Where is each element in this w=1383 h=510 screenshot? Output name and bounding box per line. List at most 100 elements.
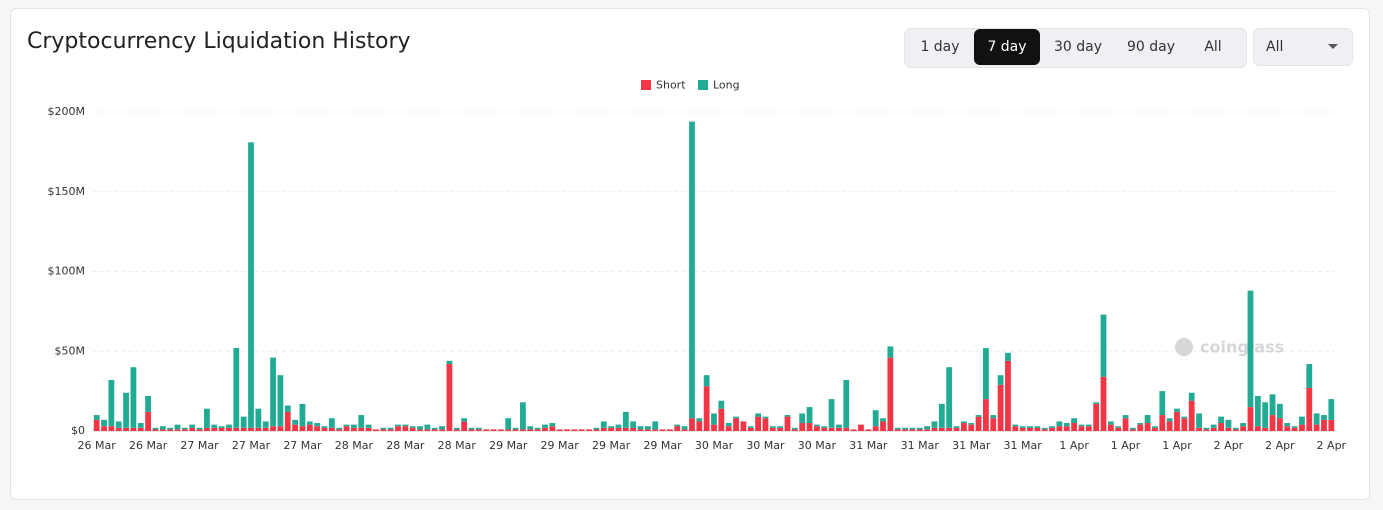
bar-segment xyxy=(417,429,423,431)
bar-segment xyxy=(277,375,284,427)
bar-segment xyxy=(1276,418,1283,431)
bar-segment xyxy=(725,426,732,431)
bar-segment xyxy=(938,403,945,428)
bar-segment xyxy=(777,427,784,431)
range-button[interactable]: 1 day xyxy=(920,39,960,55)
bar-segment xyxy=(630,421,637,428)
bar-segment xyxy=(733,418,739,431)
bar-segment xyxy=(1232,427,1239,430)
bar-segment xyxy=(1299,416,1305,425)
bar-segment xyxy=(931,421,938,428)
filter-dropdown[interactable]: All xyxy=(1253,28,1353,66)
x-tick-label: 1 Apr xyxy=(1162,439,1192,452)
y-tick-label: $50M xyxy=(55,344,86,357)
bar-segment xyxy=(689,418,695,431)
x-tick-label: 1 Apr xyxy=(1111,439,1141,452)
bar-segment xyxy=(431,429,438,431)
bar-segment xyxy=(1093,402,1100,404)
bar-segment xyxy=(505,429,512,431)
bar-segment xyxy=(1078,426,1085,431)
bar-segment xyxy=(1321,419,1327,431)
bar-segment xyxy=(1240,423,1247,427)
bar-segment xyxy=(953,427,960,431)
bar-segment xyxy=(1174,411,1180,431)
range-button[interactable]: 30 day xyxy=(1053,39,1102,55)
bar-segment xyxy=(1093,403,1100,431)
bar-segment xyxy=(843,379,850,428)
bar-segment xyxy=(497,429,504,431)
bar-segment xyxy=(1306,364,1313,388)
bar-segment xyxy=(284,405,291,412)
bar-segment xyxy=(380,427,387,430)
bar-segment xyxy=(1225,427,1232,431)
bar-segment xyxy=(791,427,798,430)
x-tick-label: 27 Mar xyxy=(180,439,219,452)
bar-segment xyxy=(946,367,953,428)
bar-segment xyxy=(137,423,144,428)
bar-segment xyxy=(990,418,997,431)
bar-segment xyxy=(711,424,717,431)
bar-segment xyxy=(1115,427,1122,431)
x-tick-label: 31 Mar xyxy=(849,439,888,452)
bar-segment xyxy=(769,426,776,428)
bar-segment xyxy=(542,427,548,431)
bar-segment xyxy=(1166,421,1173,431)
bar-segment xyxy=(946,427,953,431)
bar-segment xyxy=(747,426,754,428)
bar-segment xyxy=(108,379,115,427)
bar-segment xyxy=(733,416,739,419)
bar-segment xyxy=(299,426,306,431)
bar-segment xyxy=(1196,427,1202,431)
x-tick-label: 26 Mar xyxy=(129,439,168,452)
bar-segment xyxy=(806,423,813,431)
bar-segment xyxy=(115,421,122,428)
y-tick-label: $0 xyxy=(71,424,85,437)
bar-segment xyxy=(916,429,923,431)
bar-segment xyxy=(461,421,468,431)
range-button[interactable]: All xyxy=(1204,39,1222,55)
range-button[interactable]: 90 day xyxy=(1126,39,1175,55)
bar-segment xyxy=(762,418,769,431)
bar-segment xyxy=(1313,424,1320,431)
bar-segment xyxy=(453,427,460,430)
range-group xyxy=(904,28,1247,68)
bar-segment xyxy=(1122,418,1129,431)
bar-segment xyxy=(424,429,431,431)
bar-segment xyxy=(975,415,982,417)
bar-segment xyxy=(1129,427,1136,430)
bar-segment xyxy=(387,429,394,431)
bar-segment xyxy=(1122,415,1129,419)
bar-segment xyxy=(527,429,534,431)
bar-segment xyxy=(902,429,908,431)
bar-segment xyxy=(799,413,806,424)
bar-segment xyxy=(938,427,945,431)
title: Cryptocurrency Liquidation History xyxy=(27,29,411,54)
bar-segment xyxy=(902,427,908,430)
bar-segment xyxy=(916,427,923,430)
bar-segment xyxy=(696,418,703,422)
range-button[interactable]: 7 day xyxy=(974,29,1040,65)
bar-segment xyxy=(1254,395,1261,427)
bar-segment xyxy=(137,427,144,431)
bar-segment xyxy=(1291,426,1298,428)
bar-segment xyxy=(1174,408,1180,412)
bar-segment xyxy=(248,427,254,431)
bar-segment xyxy=(968,423,975,425)
bar-segment xyxy=(894,427,901,430)
y-tick-label: $200M xyxy=(48,105,86,118)
bar-segment xyxy=(784,415,791,417)
bar-segment xyxy=(358,427,365,431)
bar-segment xyxy=(887,357,894,431)
bar-segment xyxy=(1071,423,1078,431)
x-tick-label: 27 Mar xyxy=(232,439,271,452)
bar-segment xyxy=(123,392,129,428)
bar-segment xyxy=(417,426,423,430)
bar-segment xyxy=(1027,426,1033,428)
filter-value: All xyxy=(1266,39,1284,55)
bar-segment xyxy=(240,427,247,431)
bar-segment xyxy=(806,407,813,424)
bar-segment xyxy=(321,427,328,431)
bar-segment xyxy=(791,429,798,431)
bar-segment xyxy=(395,426,401,431)
bar-segment xyxy=(130,367,137,428)
